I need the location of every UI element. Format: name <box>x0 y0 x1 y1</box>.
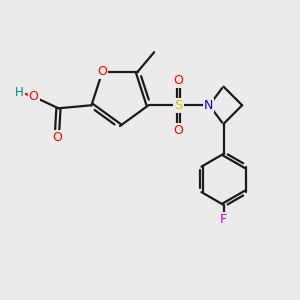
Text: O: O <box>28 90 38 104</box>
Text: O: O <box>98 65 107 78</box>
Text: O: O <box>174 74 184 87</box>
Text: H: H <box>15 86 24 99</box>
Text: N: N <box>204 99 213 112</box>
Text: O: O <box>174 124 184 137</box>
Text: F: F <box>220 213 227 226</box>
Text: O: O <box>52 131 62 144</box>
Text: S: S <box>174 99 183 112</box>
